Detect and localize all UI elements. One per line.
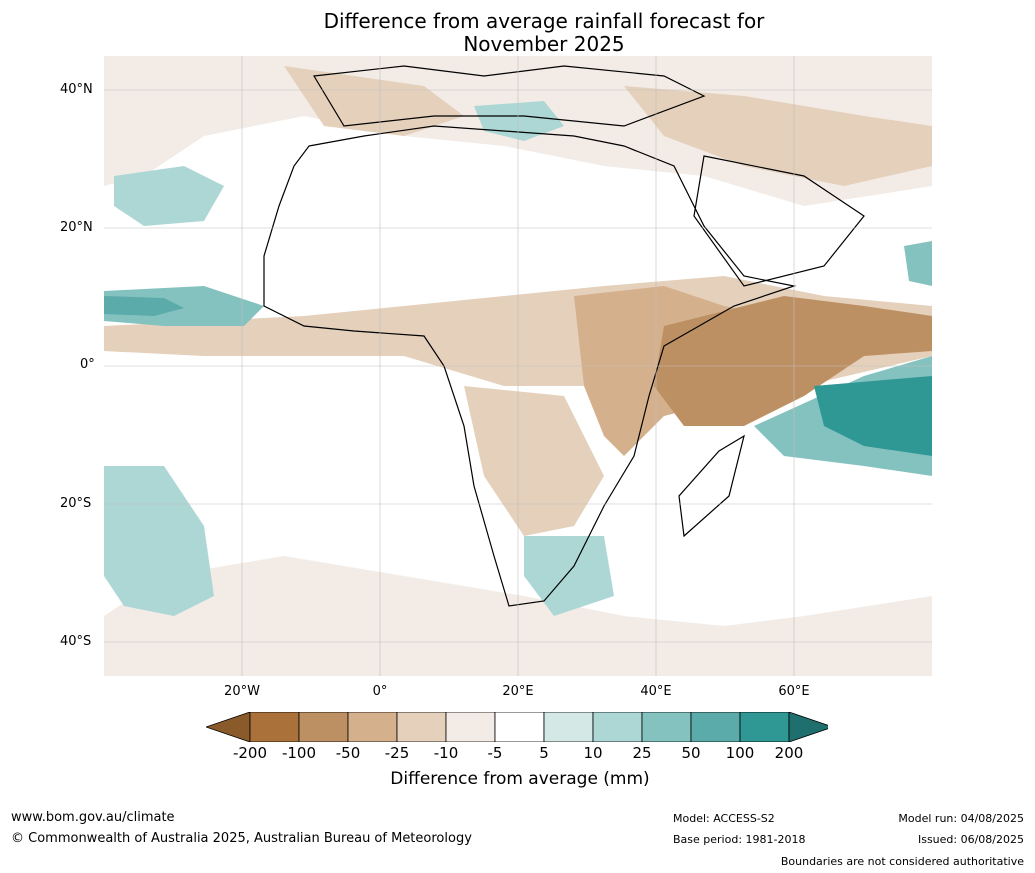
colorbar-arrow-high — [788, 712, 828, 742]
footer-copyright: © Commonwealth of Australia 2025, Austra… — [11, 831, 472, 846]
colorbar-tick-label: -10 — [433, 744, 459, 762]
footer-website: www.bom.gov.au/climate — [11, 810, 175, 825]
colorbar-cell — [690, 712, 741, 742]
colorbar-cell — [641, 712, 692, 742]
colorbar-cell — [739, 712, 790, 742]
rainfall-map — [104, 56, 932, 676]
wet-region-atlantic-core — [104, 296, 184, 316]
graticule — [104, 56, 932, 676]
footer-disclaimer: Boundaries are not considered authoritat… — [780, 855, 1024, 868]
wet-region-south-atlantic — [104, 466, 214, 616]
wet-region-arabian-sea — [904, 241, 932, 286]
colorbar-cell — [396, 712, 447, 742]
lat-label-40n: 40°N — [60, 82, 93, 97]
europe-coastline — [313, 65, 706, 127]
colorbar — [206, 712, 828, 742]
footer-issued: Issued: 06/08/2025 — [917, 833, 1024, 846]
lat-label-40s: 40°S — [60, 634, 92, 649]
colorbar-tick-label: -5 — [487, 744, 503, 762]
lon-label-60e: 60°E — [778, 684, 810, 699]
lat-label-20n: 20°N — [60, 220, 93, 235]
africa-coastline — [263, 125, 797, 607]
colorbar-tick-label: -25 — [384, 744, 410, 762]
colorbar-cell — [592, 712, 643, 742]
lon-label-0: 0° — [372, 684, 388, 699]
colorbar-tick-label: 200 — [774, 744, 804, 762]
coastlines — [263, 65, 865, 607]
colorbar-tick-label: 50 — [681, 744, 701, 762]
dry-region-europe — [284, 66, 464, 136]
map-svg — [104, 56, 932, 676]
title-line-2: November 2025 — [463, 32, 625, 56]
arabia-coastline — [693, 155, 865, 287]
dry-region-southern-africa — [464, 386, 604, 536]
colorbar-tick-label: -100 — [281, 744, 317, 762]
colorbar-cell — [543, 712, 594, 742]
colorbar-tick-label: 100 — [725, 744, 755, 762]
colorbar-cell — [445, 712, 496, 742]
colorbar-label: Difference from average (mm) — [390, 769, 650, 789]
colorbar-tick-label: -200 — [232, 744, 268, 762]
wet-region-atlantic-north — [114, 166, 224, 226]
lat-label-20s: 20°S — [60, 496, 92, 511]
title-line-1: Difference from average rainfall forecas… — [323, 9, 765, 33]
colorbar-tick-label: -50 — [335, 744, 361, 762]
colorbar-tick-label: 5 — [539, 744, 549, 762]
lon-label-40e: 40°E — [640, 684, 672, 699]
lon-label-20e: 20°E — [502, 684, 534, 699]
colorbar-arrow-low — [206, 712, 251, 742]
madagascar-coastline — [678, 434, 745, 538]
colorbar-cell — [249, 712, 300, 742]
colorbar-tick-label: 10 — [583, 744, 603, 762]
colorbar-cell — [347, 712, 398, 742]
colorbar-tick-label: 25 — [632, 744, 652, 762]
colorbar-cell — [494, 712, 545, 742]
wet-anomaly-regions — [104, 101, 932, 616]
lat-label-0: 0° — [80, 357, 95, 372]
wet-region-atlantic-tropics — [104, 286, 264, 326]
colorbar-cell — [298, 712, 349, 742]
footer-model-run: Model run: 04/08/2025 — [898, 812, 1024, 825]
wet-region-southern-africa — [524, 536, 614, 616]
footer-model: Model: ACCESS-S2 — [673, 812, 775, 825]
chart-title: Difference from average rainfall forecas… — [244, 10, 844, 56]
dry-region-middle-east — [624, 86, 932, 186]
lon-label-20w: 20°W — [224, 684, 260, 699]
dry-region-indian-ocean-core — [654, 296, 932, 426]
wet-region-indian-ocean-core — [814, 376, 932, 456]
footer-base-period: Base period: 1981-2018 — [673, 833, 806, 846]
